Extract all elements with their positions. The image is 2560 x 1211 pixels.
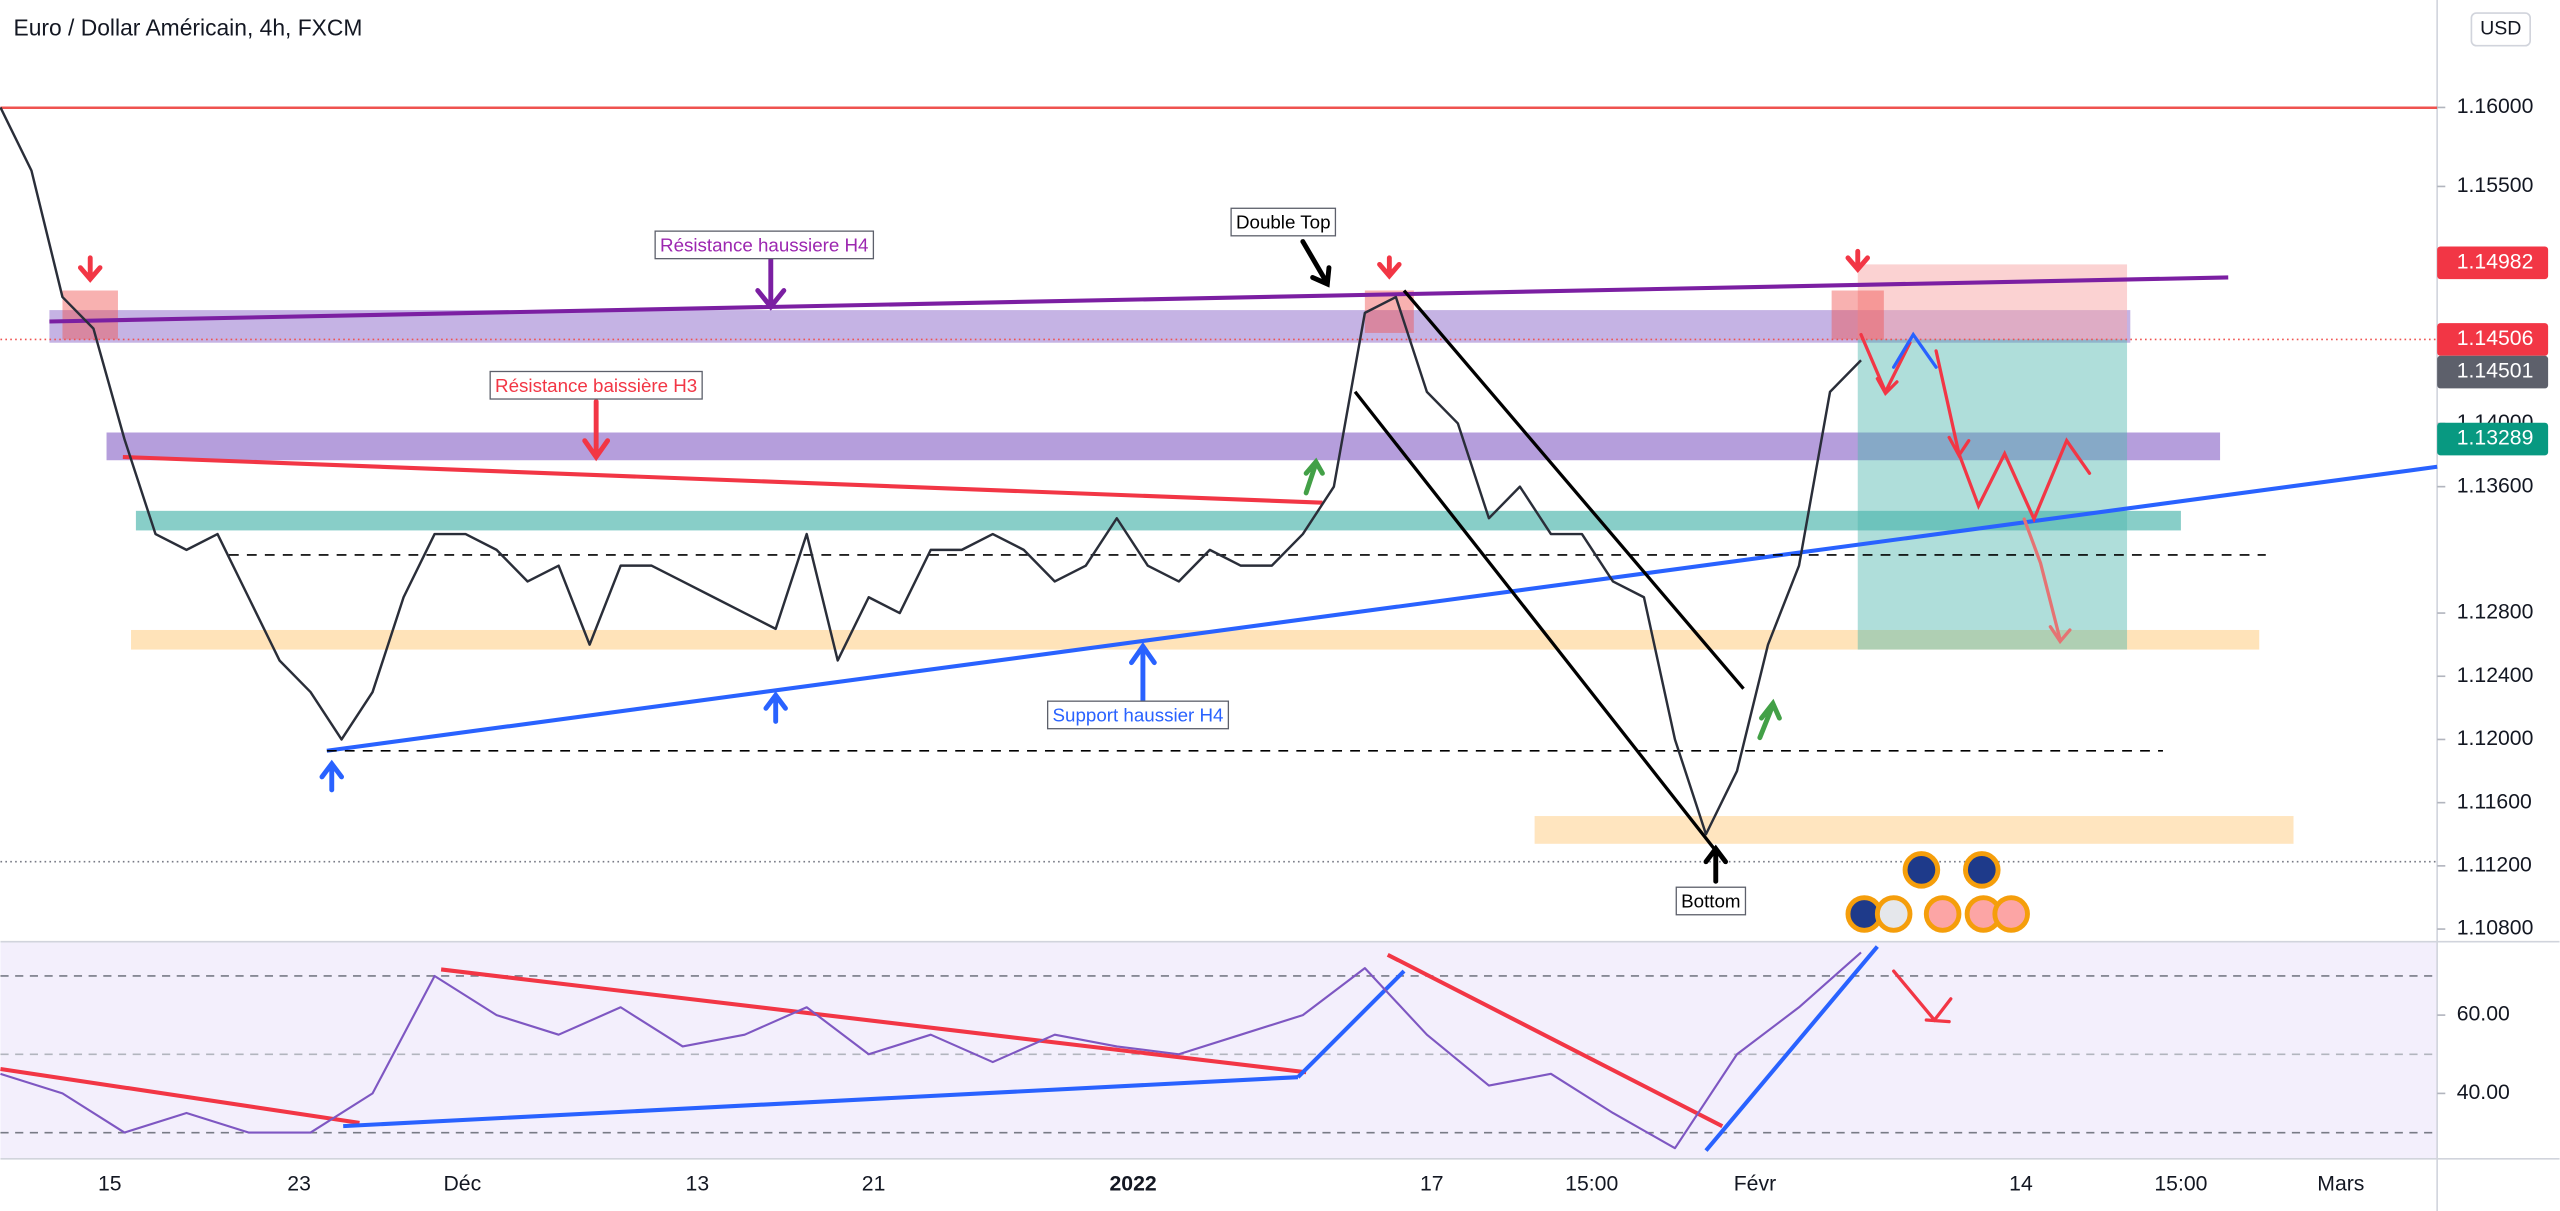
arrow xyxy=(1892,331,1938,369)
price-label-box xyxy=(2437,246,2549,280)
y-tick-label: 1.13600 xyxy=(2457,474,2534,497)
x-tick-label: Févr xyxy=(1734,1172,1776,1195)
arrow xyxy=(2022,517,2072,645)
rsi-trend-line xyxy=(1704,945,1879,1152)
annotation-text: Support haussier H4 xyxy=(1053,704,1224,725)
rsi-trend-line xyxy=(1386,952,1724,1128)
trend-line xyxy=(49,275,2229,324)
arrows xyxy=(77,239,2092,1024)
channel-line xyxy=(1402,289,1745,690)
price-label-box xyxy=(2437,355,2549,389)
currency-box[interactable] xyxy=(2470,12,2531,47)
chart-title: Euro / Dollar Américain, 4h, FXCM xyxy=(14,14,363,40)
x-tick-label: 15:00 xyxy=(1565,1172,1618,1195)
y-tick-label: 1.12000 xyxy=(2457,727,2534,750)
arrow xyxy=(1757,698,1782,741)
annotation: Support haussier H4 xyxy=(1046,700,1230,730)
y-tick-label: 1.11200 xyxy=(2457,853,2532,876)
event-icons xyxy=(1845,851,2030,933)
price-label: 1.14982 xyxy=(2457,250,2534,273)
annotation-text: Résistance baissière H3 xyxy=(495,375,697,396)
arrow xyxy=(77,255,103,283)
annotation-box xyxy=(1046,700,1230,730)
y-tick-label: 1.12800 xyxy=(2457,601,2534,624)
x-tick-label: 15:00 xyxy=(2154,1172,2207,1195)
event-icon xyxy=(1874,895,1913,933)
price-label: 1.13289 xyxy=(2457,427,2534,450)
arrow xyxy=(1845,248,1870,274)
arrow xyxy=(1129,642,1157,705)
annotation-text: Double Top xyxy=(1236,212,1331,233)
price-line xyxy=(0,106,1862,836)
x-tick-label: 17 xyxy=(1420,1172,1444,1195)
y-tick-label: 1.10800 xyxy=(2457,917,2534,940)
y-tick-label: 1.16000 xyxy=(2457,95,2534,118)
arrow xyxy=(582,399,611,462)
annotation: Double Top xyxy=(1230,207,1337,237)
y-tick-label: 40.00 xyxy=(2457,1081,2510,1104)
x-tick-label: 15 xyxy=(98,1172,122,1195)
annotation: Résistance haussiere H4 xyxy=(654,230,875,260)
top-box xyxy=(62,290,118,340)
price-label-box xyxy=(2437,323,2549,356)
annotation-text: Résistance haussiere H4 xyxy=(660,234,868,255)
resistance-zone xyxy=(106,432,2221,461)
price-label-box xyxy=(2437,422,2549,456)
annotation: Bottom xyxy=(1675,886,1747,916)
price-label: 1.14506 xyxy=(2457,327,2534,350)
trend-line xyxy=(326,464,2438,753)
y-tick-label: 1.11600 xyxy=(2457,790,2532,813)
x-tick-label: 13 xyxy=(686,1172,710,1195)
x-tick-label: 2022 xyxy=(1110,1172,1157,1195)
event-icon xyxy=(1902,851,1941,889)
y-tick-label: 1.15500 xyxy=(2457,174,2534,197)
currency[interactable]: USD xyxy=(2480,18,2521,40)
support-zone xyxy=(135,510,2181,531)
trend-line xyxy=(122,454,1323,505)
event-icon xyxy=(1992,895,2030,933)
event-icon xyxy=(1923,895,1962,933)
arrow xyxy=(1859,332,1912,397)
rsi-trend-line xyxy=(1296,969,1406,1079)
x-tick-label: 14 xyxy=(2009,1172,2033,1195)
arrow xyxy=(1303,457,1325,496)
x-tick-label: 21 xyxy=(862,1172,886,1195)
rsi-trend-line xyxy=(440,967,1307,1075)
y-tick-label: 1.12400 xyxy=(2457,664,2534,687)
rsi-trend-line xyxy=(0,1066,360,1125)
support-zone xyxy=(1534,816,2294,844)
annotation-box xyxy=(1675,886,1747,916)
y-tick-label: 60.00 xyxy=(2457,1003,2510,1026)
event-icon xyxy=(1963,851,2001,889)
target-zone xyxy=(1857,339,2128,650)
top-box xyxy=(1831,290,1884,340)
stop-zone xyxy=(1857,264,2128,340)
rsi-line xyxy=(0,951,1862,1150)
price-label: 1.14501 xyxy=(2457,360,2534,383)
arrow xyxy=(763,691,788,724)
annotation: Résistance baissière H3 xyxy=(489,370,703,400)
annotation-text: Bottom xyxy=(1681,890,1740,911)
annotation-box xyxy=(1230,207,1337,237)
support-zone xyxy=(131,629,2260,650)
x-tick-label: Déc xyxy=(443,1172,481,1195)
arrow xyxy=(1377,255,1402,280)
x-tick-label: Mars xyxy=(2317,1172,2364,1195)
annotation-box xyxy=(654,230,875,260)
arrow xyxy=(319,759,345,793)
channel-line xyxy=(1353,390,1716,850)
annotation-box xyxy=(489,370,703,400)
arrow xyxy=(1934,349,2092,524)
arrow xyxy=(1300,239,1332,288)
rsi-trend-line xyxy=(343,1075,1299,1129)
arrow xyxy=(1703,844,1729,884)
arrow xyxy=(1892,969,1953,1024)
x-tick-label: 23 xyxy=(287,1172,311,1195)
